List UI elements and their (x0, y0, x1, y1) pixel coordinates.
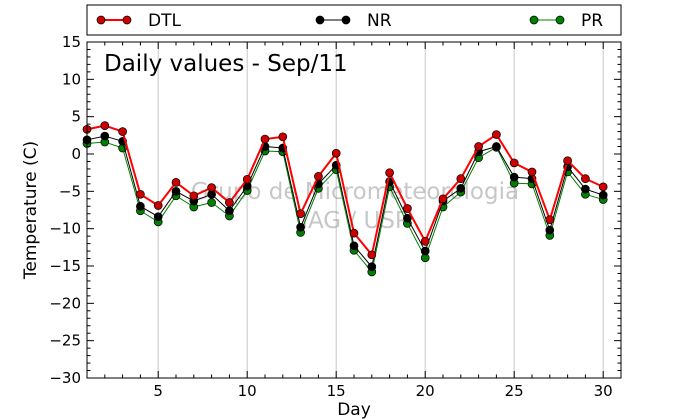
x-axis-label: Day (337, 400, 371, 420)
legend-label: DTL (148, 11, 181, 31)
data-point-dtl (225, 198, 234, 207)
legend-label: PR (581, 11, 603, 31)
legend-label: NR (367, 11, 392, 31)
legend-marker (529, 15, 539, 25)
x-tick-label: 20 (416, 382, 435, 400)
tick-label-layer: 5 10 15 20 25 30 −30 −25 −20 −15 −10 −5 0 5 10 15 (49, 33, 612, 400)
data-point-dtl (438, 194, 448, 204)
legend-marker (96, 15, 106, 25)
data-point-dtl (136, 189, 145, 199)
x-tick-label: 30 (594, 382, 613, 400)
data-point-dtl (403, 204, 412, 213)
data-point-nr (136, 201, 145, 211)
legend-item-pr: PR (529, 11, 603, 31)
data-point-dtl (598, 182, 608, 192)
data-point-nr (456, 183, 466, 193)
series-line-dtl (86, 124, 604, 256)
data-point-nr (492, 142, 501, 151)
x-tick-label: 10 (238, 382, 257, 400)
data-point-nr (403, 213, 412, 223)
grid-layer (157, 42, 604, 378)
data-point-dtl (545, 215, 555, 225)
data-point-pr (207, 198, 216, 207)
data-point-dtl (385, 168, 394, 178)
data-point-nr (367, 262, 377, 272)
legend-item-dtl: DTL (96, 11, 181, 31)
data-point-dtl (171, 178, 181, 187)
data-point-dtl (474, 142, 483, 151)
data-point-dtl (509, 158, 519, 168)
tick-layer (86, 41, 622, 379)
data-point-dtl (367, 250, 377, 260)
y-tick-label: 10 (62, 70, 81, 88)
data-point-dtl (153, 201, 163, 210)
y-tick-label: −25 (49, 332, 81, 350)
legend-item-nr: NR (315, 11, 392, 31)
y-tick-label: −15 (49, 257, 81, 275)
data-point-dtl (492, 130, 501, 139)
data-point-dtl (314, 172, 323, 181)
data-point-nr (581, 184, 590, 194)
data-point-dtl (189, 191, 199, 201)
y-tick-label: 5 (71, 108, 81, 126)
series-layer (82, 121, 608, 277)
data-point-dtl (527, 167, 537, 177)
data-point-dtl (456, 174, 466, 183)
data-point-dtl (296, 209, 305, 219)
data-point-nr (100, 131, 110, 141)
legend-marker (315, 15, 325, 25)
x-tick-label: 5 (153, 382, 163, 400)
y-axis-label: Temperature (C) (21, 141, 41, 280)
data-point-nr (225, 206, 234, 216)
legend-marker (122, 15, 132, 25)
legend-marker (555, 15, 565, 25)
data-point-nr (171, 186, 181, 196)
legend-marker (341, 15, 351, 25)
data-point-dtl (100, 121, 110, 130)
data-point-nr (598, 190, 608, 200)
data-point-dtl (420, 237, 430, 246)
data-point-nr (509, 172, 519, 182)
x-tick-label: 25 (505, 382, 524, 400)
y-tick-label: 15 (62, 33, 81, 51)
chart-title: Daily values - Sep/11 (104, 51, 348, 77)
series-dtl (82, 121, 608, 260)
data-point-dtl (118, 127, 127, 136)
data-point-dtl (242, 175, 252, 184)
data-point-nr (153, 212, 163, 222)
legend-items: DTL NR PR (96, 11, 603, 31)
data-point-nr (349, 241, 359, 251)
x-tick-label: 15 (327, 382, 346, 400)
data-point-dtl (278, 132, 288, 142)
y-tick-label: −30 (49, 369, 81, 387)
data-point-dtl (563, 156, 572, 166)
y-tick-label: 0 (71, 145, 81, 163)
data-point-dtl (581, 174, 590, 183)
data-point-nr (545, 225, 555, 235)
y-tick-label: −10 (49, 220, 81, 238)
data-point-dtl (331, 148, 341, 158)
legend: DTL NR PR (86, 4, 622, 36)
data-point-nr (296, 222, 305, 232)
data-point-dtl (349, 228, 359, 238)
y-tick-label: −20 (49, 294, 81, 312)
data-point-dtl (207, 183, 216, 192)
data-point-nr (420, 246, 430, 256)
y-tick-label: −5 (59, 182, 81, 200)
data-point-dtl (260, 134, 270, 144)
